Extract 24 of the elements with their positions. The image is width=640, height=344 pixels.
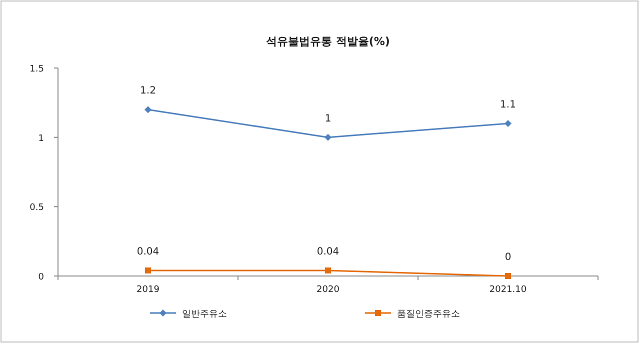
point bbox=[505, 273, 511, 279]
legend-item: 품질인증주유소 bbox=[365, 310, 460, 320]
data-label: 1.1 bbox=[500, 99, 516, 110]
data-label: 1 bbox=[324, 113, 332, 124]
data-label: 0.04 bbox=[316, 246, 340, 258]
point bbox=[324, 134, 332, 141]
x-tick-label: 2019 bbox=[136, 285, 160, 295]
y-tick-label: 1.5 bbox=[30, 64, 44, 74]
x-tick-label: 2021.10 bbox=[489, 285, 527, 295]
legend-item: 일반주유소 bbox=[150, 310, 227, 320]
chart-title: 석유불법유통 적발율(%) bbox=[266, 35, 390, 48]
y-tick-label: 1 bbox=[38, 134, 44, 144]
point bbox=[144, 106, 152, 114]
data-label: 0.04 bbox=[136, 246, 160, 258]
y-tick-label: 0 bbox=[38, 272, 44, 282]
data-label: 1.2 bbox=[140, 86, 156, 97]
y-tick-label: 0.5 bbox=[30, 203, 44, 214]
data-label: 0 bbox=[504, 252, 512, 263]
legend-label: 일반주유소 bbox=[182, 310, 227, 320]
point bbox=[145, 267, 151, 274]
x-tick-label: 2020 bbox=[316, 285, 340, 295]
point bbox=[325, 267, 331, 274]
legend-label: 품질인증주유소 bbox=[397, 310, 460, 320]
point bbox=[504, 120, 512, 127]
